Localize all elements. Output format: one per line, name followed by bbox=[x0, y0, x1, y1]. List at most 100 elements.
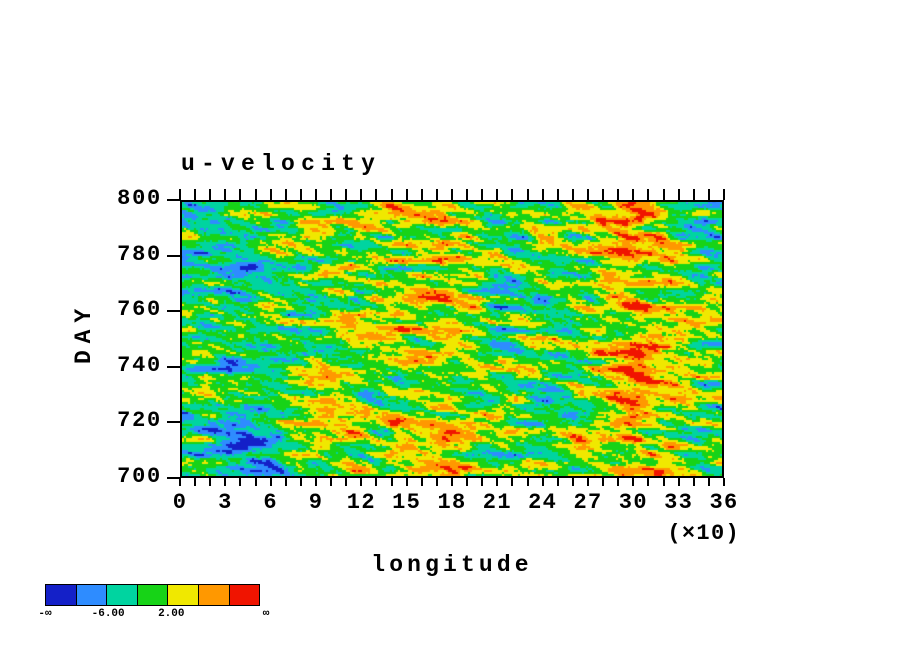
x-tick-bottom bbox=[405, 478, 408, 486]
y-tick-label: 720 bbox=[117, 408, 162, 434]
x-tick-top bbox=[511, 189, 514, 200]
x-tick-top bbox=[496, 189, 499, 200]
x-tick-bottom bbox=[179, 478, 181, 486]
x-tick-bottom bbox=[556, 478, 559, 486]
x-tick-top bbox=[224, 189, 227, 200]
x-tick-top bbox=[692, 189, 695, 200]
x-tick-top bbox=[375, 189, 378, 200]
y-tick bbox=[167, 477, 180, 479]
y-tick bbox=[167, 421, 180, 424]
y-tick-label: 700 bbox=[117, 464, 162, 489]
x-tick-bottom bbox=[194, 478, 197, 486]
x-tick-bottom bbox=[451, 478, 453, 486]
x-tick-top bbox=[723, 189, 725, 200]
x-tick-bottom bbox=[209, 478, 212, 486]
x-tick-top bbox=[209, 189, 212, 200]
x-tick-top bbox=[466, 189, 469, 200]
colorbar-label: -6.00 bbox=[91, 608, 125, 620]
x-tick-bottom bbox=[315, 478, 317, 486]
colorbar-label: ∞ bbox=[262, 608, 270, 620]
x-tick-label: 18 bbox=[437, 490, 467, 515]
x-tick-label: 30 bbox=[618, 490, 648, 515]
x-tick-bottom bbox=[299, 478, 302, 486]
y-tick-label: 740 bbox=[117, 352, 162, 378]
x-tick-top bbox=[315, 189, 317, 200]
x-tick-top bbox=[662, 189, 665, 200]
x-tick-top bbox=[284, 189, 287, 200]
colorbar-segment bbox=[167, 584, 199, 606]
y-tick bbox=[167, 199, 180, 201]
x-tick-top bbox=[556, 189, 559, 200]
x-tick-bottom bbox=[345, 478, 348, 486]
y-axis-title: DAY bbox=[71, 301, 97, 365]
x-tick-bottom bbox=[269, 478, 272, 486]
x-tick-bottom bbox=[587, 478, 589, 486]
x-tick-top bbox=[451, 189, 453, 200]
x-tick-bottom bbox=[254, 478, 257, 486]
x-tick-bottom bbox=[375, 478, 378, 486]
x-tick-top bbox=[632, 189, 635, 200]
x-tick-bottom bbox=[496, 478, 499, 486]
x-tick-label: 24 bbox=[528, 490, 558, 515]
y-tick-label: 800 bbox=[117, 186, 162, 211]
x-tick-bottom bbox=[571, 478, 574, 486]
colorbar bbox=[45, 584, 261, 606]
colorbar-segment bbox=[75, 584, 108, 606]
colorbar-segment bbox=[136, 584, 169, 606]
x-tick-top bbox=[707, 189, 710, 200]
x-tick-bottom bbox=[511, 478, 514, 486]
x-tick-bottom bbox=[723, 478, 725, 486]
x-tick-bottom bbox=[330, 478, 333, 486]
x-tick-top bbox=[239, 189, 242, 200]
x-tick-top bbox=[390, 189, 393, 200]
x-tick-label: 3 bbox=[218, 490, 233, 515]
colorbar-segment bbox=[106, 584, 138, 606]
plot-title: u-velocity bbox=[181, 151, 382, 177]
x-tick-bottom bbox=[360, 478, 363, 486]
x-tick-label: 15 bbox=[392, 490, 422, 515]
colorbar-label: 2.00 bbox=[158, 608, 185, 620]
x-tick-bottom bbox=[662, 478, 665, 486]
x-tick-label: 21 bbox=[482, 490, 512, 515]
y-tick bbox=[167, 365, 180, 368]
x-tick-top bbox=[587, 189, 589, 200]
plot-frame bbox=[180, 200, 724, 478]
x-tick-label: 12 bbox=[346, 490, 376, 515]
colorbar-segment bbox=[228, 584, 261, 606]
x-tick-top bbox=[526, 189, 529, 200]
x-tick-bottom bbox=[481, 478, 484, 486]
x-tick-top bbox=[179, 189, 181, 200]
x-tick-top bbox=[345, 189, 348, 200]
x-tick-bottom bbox=[647, 478, 650, 486]
colorbar-segment bbox=[197, 584, 230, 606]
y-tick-label: 760 bbox=[117, 297, 162, 323]
x-tick-top bbox=[269, 189, 272, 200]
x-tick-bottom bbox=[692, 478, 695, 486]
x-tick-top bbox=[254, 189, 257, 200]
heatmap-canvas bbox=[180, 200, 724, 478]
x-tick-top bbox=[420, 189, 423, 200]
x-tick-bottom bbox=[677, 478, 680, 486]
y-tick-label: 780 bbox=[117, 241, 162, 267]
x-tick-top bbox=[405, 189, 408, 200]
x-tick-bottom bbox=[224, 478, 227, 486]
x-tick-top bbox=[647, 189, 650, 200]
x-axis-title: longitude bbox=[371, 552, 533, 578]
x-tick-label: 0 bbox=[172, 490, 188, 515]
x-tick-bottom bbox=[466, 478, 469, 486]
x-tick-top bbox=[602, 189, 605, 200]
x-tick-bottom bbox=[390, 478, 393, 486]
x-tick-bottom bbox=[541, 478, 544, 486]
colorbar-segment bbox=[45, 584, 77, 606]
x-tick-top bbox=[330, 189, 333, 200]
x-tick-label: 36 bbox=[709, 490, 739, 515]
x-tick-top bbox=[541, 189, 544, 200]
x-tick-top bbox=[360, 189, 363, 200]
x-axis-unit: (×10) bbox=[667, 521, 740, 546]
x-tick-bottom bbox=[435, 478, 438, 486]
x-tick-bottom bbox=[526, 478, 529, 486]
x-tick-top bbox=[481, 189, 484, 200]
x-tick-top bbox=[194, 189, 197, 200]
x-tick-top bbox=[299, 189, 302, 200]
